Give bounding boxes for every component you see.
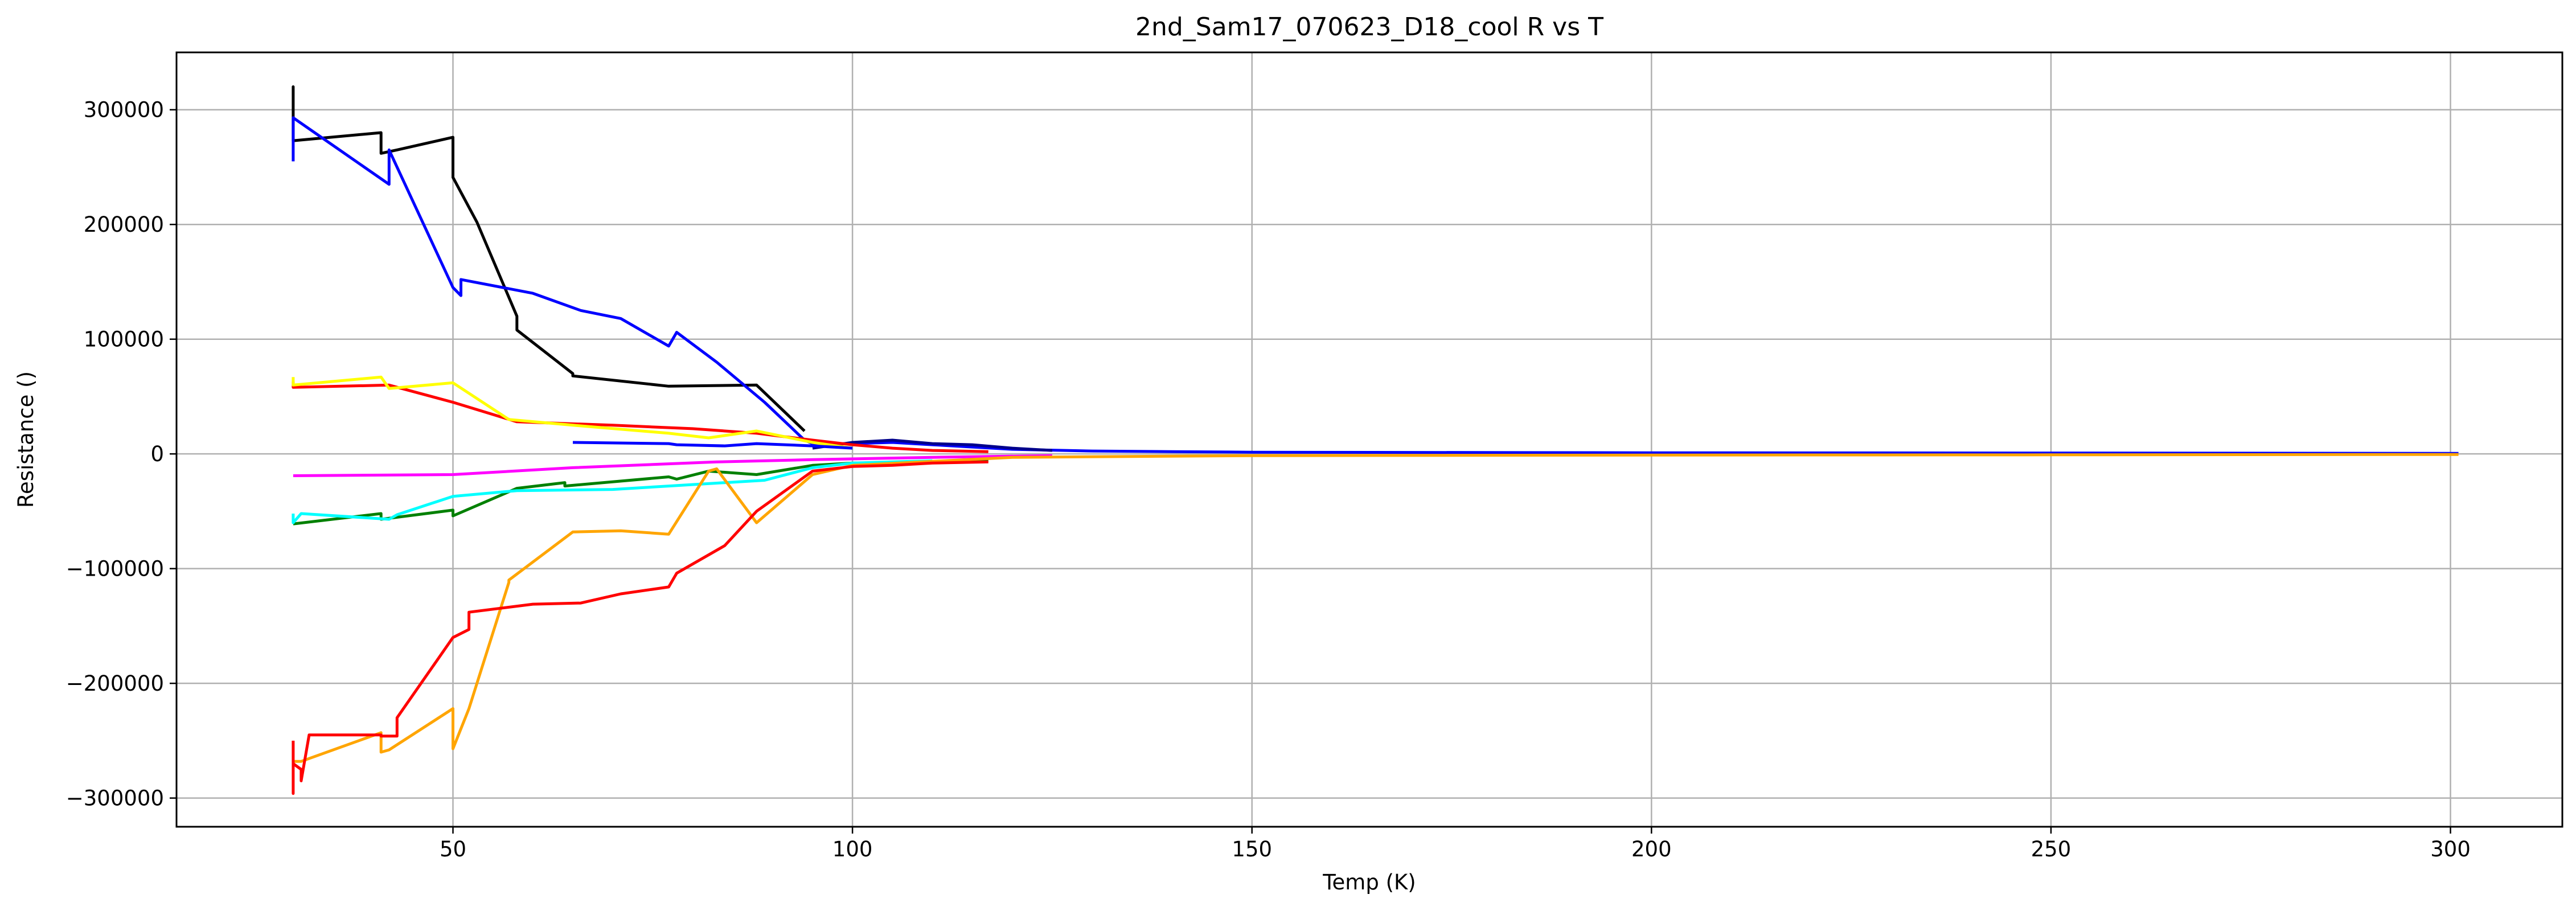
series-line-8	[293, 459, 988, 526]
series-line-7	[293, 454, 1052, 477]
series-line-2	[292, 116, 2459, 455]
y-tick-label: 0	[150, 442, 164, 466]
plot-frame	[175, 51, 2563, 828]
y-tick-label: 200000	[84, 212, 164, 237]
x-tick-label: 50	[440, 837, 466, 861]
chart-title: 2nd_Sam17_070623_D18_cool R vs T	[1135, 13, 1603, 42]
series-group	[292, 85, 2459, 795]
series-line-10	[293, 453, 2459, 763]
y-tick-label: 100000	[84, 327, 164, 352]
series-line-11	[292, 460, 988, 795]
series-line-9	[292, 459, 933, 524]
y-tick-label: −200000	[66, 671, 164, 696]
series-line-3	[812, 438, 1053, 452]
x-tick-label: 200	[1631, 837, 1672, 861]
x-axis-title: Temp (K)	[1322, 870, 1416, 895]
x-tick-label: 250	[2031, 837, 2072, 861]
y-axis-title: Resistance ()	[14, 371, 38, 508]
series-line-6	[572, 441, 853, 450]
y-tick-label: −300000	[66, 786, 164, 811]
series-line-5	[292, 375, 853, 450]
y-tick-label: 300000	[84, 98, 164, 122]
x-tick-label: 300	[2430, 837, 2471, 861]
series-line-4	[292, 381, 988, 453]
y-tick-label: −100000	[66, 557, 164, 581]
axis-ticks: 50 100 150 200 250 300 −300000 −200000 −100000 0 1…	[66, 98, 2471, 861]
x-tick-label: 100	[832, 837, 873, 861]
x-tick-label: 150	[1232, 837, 1272, 861]
series-line-1	[292, 85, 806, 432]
